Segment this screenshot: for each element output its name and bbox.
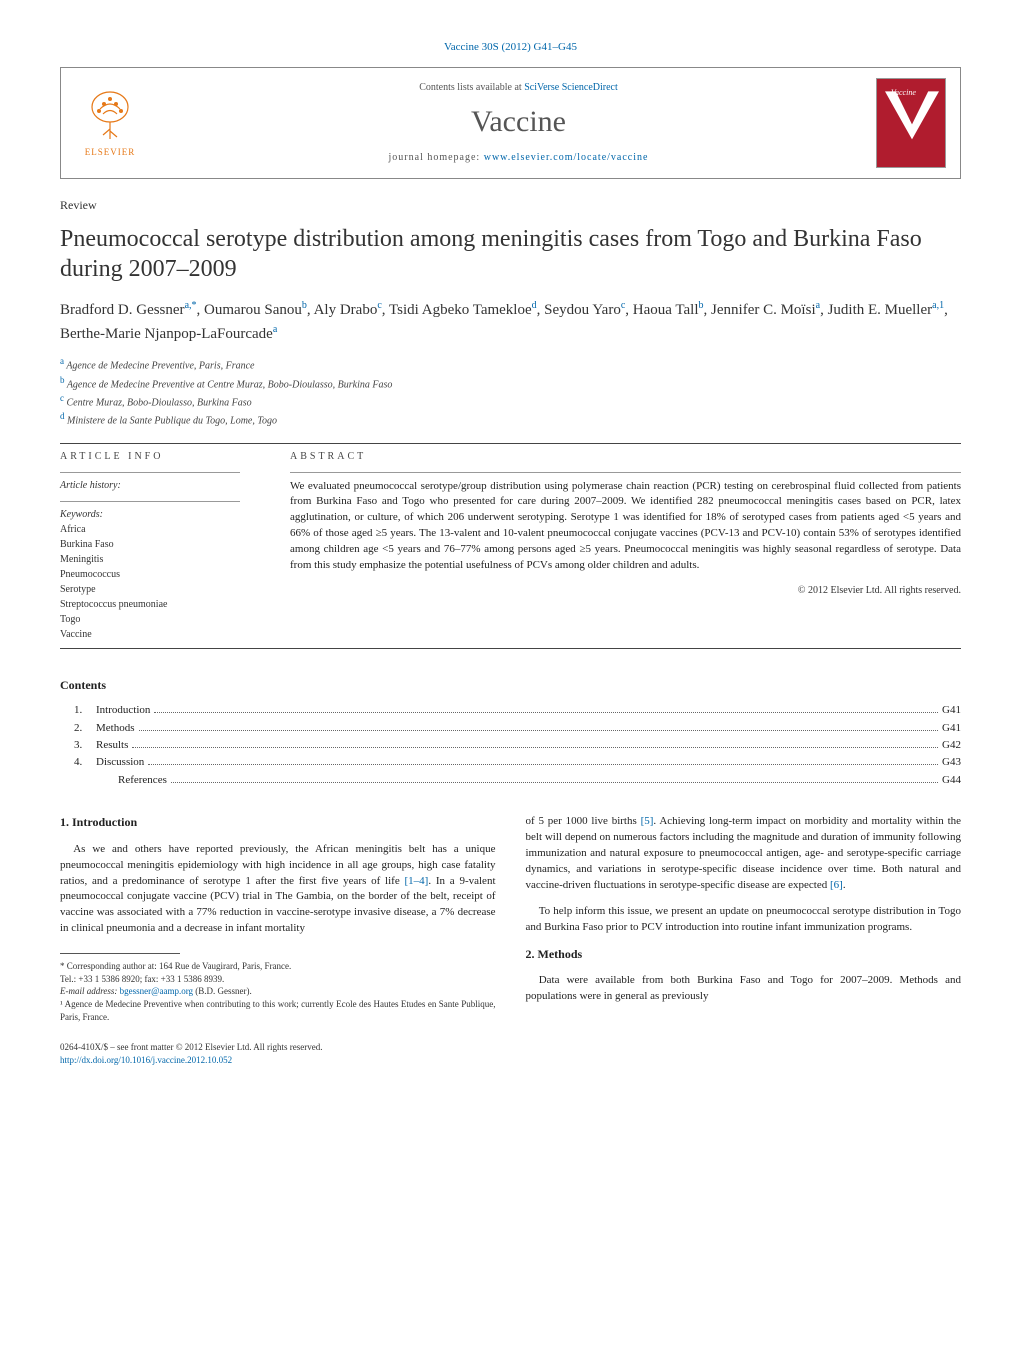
header-center: Contents lists available at SciVerse Sci… bbox=[161, 81, 876, 165]
article-info-head: ARTICLE INFO bbox=[60, 450, 260, 464]
rule-bottom bbox=[60, 648, 961, 649]
homepage-link[interactable]: www.elsevier.com/locate/vaccine bbox=[484, 152, 649, 163]
ref-link-1-4[interactable]: [1–4] bbox=[405, 875, 429, 887]
toc-dots bbox=[132, 747, 938, 748]
toc-dots bbox=[154, 712, 938, 713]
toc-row[interactable]: 2.Methods G41 bbox=[74, 721, 961, 736]
contents-heading: Contents bbox=[60, 677, 961, 694]
toc-num: 2. bbox=[74, 721, 96, 736]
toc-dots bbox=[171, 782, 938, 783]
toc-title: Methods bbox=[96, 721, 135, 736]
cover-v-graphic bbox=[885, 91, 939, 151]
journal-header-box: ELSEVIER Contents lists available at Sci… bbox=[60, 67, 961, 179]
footnote-1: ¹ Agence de Medecine Preventive when con… bbox=[60, 998, 496, 1023]
keywords-list: AfricaBurkina FasoMeningitisPneumococcus… bbox=[60, 522, 260, 642]
toc-row[interactable]: 4.Discussion G43 bbox=[74, 755, 961, 770]
body-col-right: of 5 per 1000 live births [5]. Achieving… bbox=[526, 814, 962, 1067]
corresponding-author: * Corresponding author at: 164 Rue de Va… bbox=[60, 960, 496, 973]
intro-heading: 1. Introduction bbox=[60, 814, 496, 831]
elsevier-wordmark: ELSEVIER bbox=[85, 146, 136, 159]
toc: 1.Introduction G41 2.Methods G41 3.Results G4… bbox=[60, 703, 961, 788]
email-label: E-mail address: bbox=[60, 986, 120, 996]
contents-lists-pre: Contents lists available at bbox=[419, 82, 524, 93]
journal-reference: Vaccine 30S (2012) G41–G45 bbox=[60, 40, 961, 55]
abstract-col: ABSTRACT We evaluated pneumococcal serot… bbox=[290, 450, 961, 642]
abstract-head: ABSTRACT bbox=[290, 450, 961, 464]
body-col-left: 1. Introduction As we and others have re… bbox=[60, 814, 496, 1067]
journal-name: Vaccine bbox=[161, 101, 876, 143]
info-abstract-row: ARTICLE INFO Article history: Keywords: … bbox=[60, 450, 961, 642]
toc-row[interactable]: 3.Results G42 bbox=[74, 738, 961, 753]
toc-page: G43 bbox=[942, 755, 961, 770]
sciencedirect-link[interactable]: SciVerse ScienceDirect bbox=[524, 82, 618, 93]
toc-title: Introduction bbox=[96, 703, 150, 718]
journal-homepage-line: journal homepage: www.elsevier.com/locat… bbox=[161, 151, 876, 165]
toc-dots bbox=[148, 764, 938, 765]
body-columns: 1. Introduction As we and others have re… bbox=[60, 814, 961, 1067]
ref-link-6[interactable]: [6] bbox=[830, 879, 843, 891]
toc-num: 1. bbox=[74, 703, 96, 718]
rule-top bbox=[60, 443, 961, 444]
methods-heading: 2. Methods bbox=[526, 946, 962, 963]
article-title: Pneumococcal serotype distribution among… bbox=[60, 224, 961, 284]
homepage-pre: journal homepage: bbox=[389, 152, 484, 163]
col2-p1-a: of 5 per 1000 live births bbox=[526, 815, 641, 827]
article-history-label: Article history: bbox=[60, 479, 260, 493]
doi-link[interactable]: http://dx.doi.org/10.1016/j.vaccine.2012… bbox=[60, 1055, 232, 1065]
toc-page: G44 bbox=[942, 773, 961, 788]
affiliations: a Agence de Medecine Preventive, Paris, … bbox=[60, 355, 961, 428]
toc-page: G41 bbox=[942, 721, 961, 736]
abstract-copyright: © 2012 Elsevier Ltd. All rights reserved… bbox=[290, 584, 961, 598]
keywords-label: Keywords: bbox=[60, 508, 260, 522]
toc-num: 3. bbox=[74, 738, 96, 753]
col2-para-2: To help inform this issue, we present an… bbox=[526, 904, 962, 936]
article-info-col: ARTICLE INFO Article history: Keywords: … bbox=[60, 450, 260, 642]
col2-p1-c: . bbox=[843, 879, 846, 891]
toc-row[interactable]: 1.Introduction G41 bbox=[74, 703, 961, 718]
email-tail: (B.D. Gessner). bbox=[193, 986, 252, 996]
toc-title: References bbox=[118, 773, 167, 788]
info-rule-2 bbox=[60, 501, 240, 502]
footnotes: * Corresponding author at: 164 Rue de Va… bbox=[60, 960, 496, 1023]
abstract-rule bbox=[290, 472, 961, 473]
info-rule-1 bbox=[60, 472, 240, 473]
intro-para-1: As we and others have reported previousl… bbox=[60, 842, 496, 938]
elsevier-tree-icon bbox=[85, 89, 135, 144]
footnote-rule bbox=[60, 953, 180, 954]
toc-dots bbox=[139, 730, 939, 731]
contents-lists-line: Contents lists available at SciVerse Sci… bbox=[161, 81, 876, 95]
contents-section: Contents 1.Introduction G41 2.Methods G41 3.… bbox=[60, 677, 961, 789]
toc-page: G42 bbox=[942, 738, 961, 753]
toc-row[interactable]: References G44 bbox=[74, 773, 961, 788]
email-link[interactable]: bgessner@aamp.org bbox=[120, 986, 193, 996]
toc-page: G41 bbox=[942, 703, 961, 718]
article-type: Review bbox=[60, 197, 961, 214]
corresponding-email-line: E-mail address: bgessner@aamp.org (B.D. … bbox=[60, 985, 496, 998]
author-list: Bradford D. Gessnera,*, Oumarou Sanoub, … bbox=[60, 298, 961, 345]
issn-line: 0264-410X/$ – see front matter © 2012 El… bbox=[60, 1041, 496, 1054]
toc-num: 4. bbox=[74, 755, 96, 770]
ref-link-5[interactable]: [5] bbox=[641, 815, 654, 827]
col2-para-1: of 5 per 1000 live births [5]. Achieving… bbox=[526, 814, 962, 894]
journal-cover-thumb: Vaccine bbox=[876, 78, 946, 168]
toc-title: Discussion bbox=[96, 755, 144, 770]
abstract-text: We evaluated pneumococcal serotype/group… bbox=[290, 479, 961, 575]
elsevier-logo: ELSEVIER bbox=[75, 83, 145, 163]
toc-title: Results bbox=[96, 738, 128, 753]
corresponding-tel: Tel.: +33 1 5386 8920; fax: +33 1 5386 8… bbox=[60, 973, 496, 986]
footer-line: 0264-410X/$ – see front matter © 2012 El… bbox=[60, 1041, 496, 1067]
methods-para-1: Data were available from both Burkina Fa… bbox=[526, 973, 962, 1005]
